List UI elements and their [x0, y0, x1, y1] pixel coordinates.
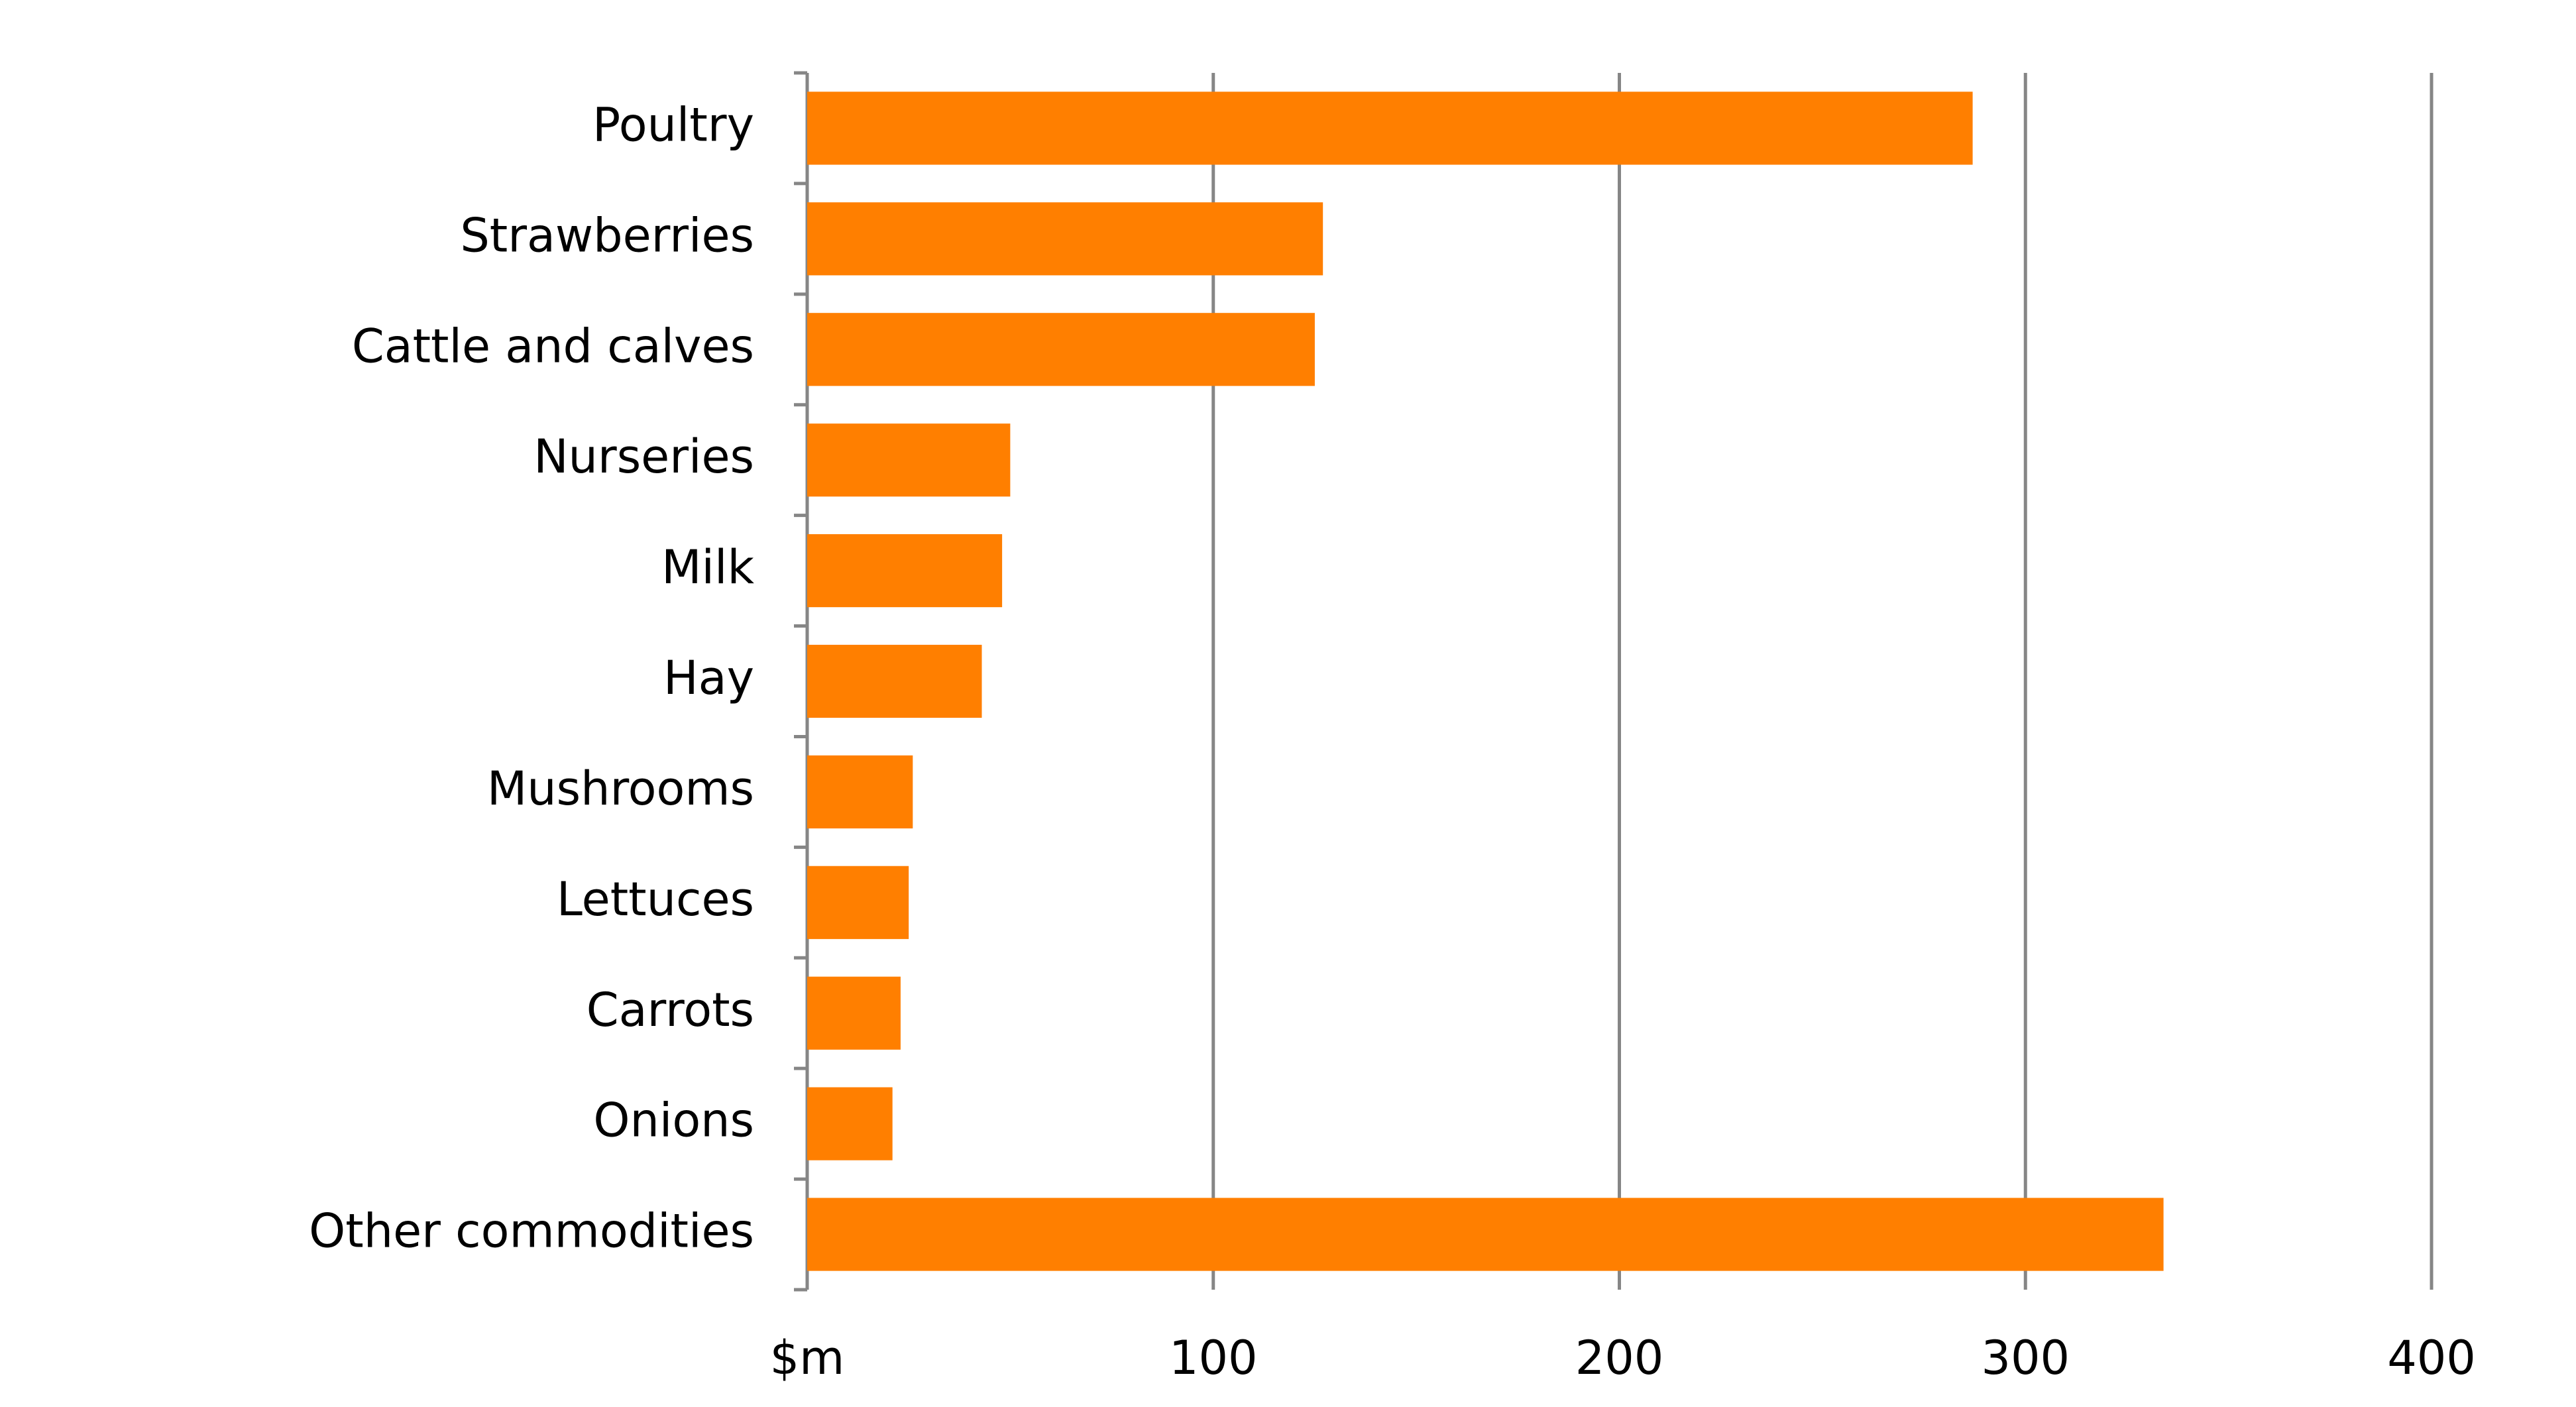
- y-tick-label: Carrots: [587, 983, 754, 1037]
- x-tick-label: 400: [2387, 1331, 2476, 1385]
- bar: [807, 534, 1003, 608]
- x-tick-label: 300: [1981, 1331, 2070, 1385]
- bar: [807, 866, 909, 939]
- x-tick-label: 200: [1575, 1331, 1664, 1385]
- bar: [807, 313, 1315, 386]
- y-tick-label: Mushrooms: [487, 761, 754, 816]
- y-tick-label: Cattle and calves: [352, 319, 754, 373]
- y-tick-label: Nurseries: [533, 429, 754, 484]
- x-tick-label: $m: [770, 1331, 845, 1385]
- bar: [807, 423, 1011, 497]
- bar: [807, 1198, 2164, 1271]
- y-tick-label: Other commodities: [309, 1204, 754, 1259]
- bar: [807, 755, 913, 828]
- y-tick-label: Lettuces: [557, 872, 754, 927]
- bar: [807, 91, 1973, 165]
- y-tick-label: Milk: [661, 540, 754, 594]
- x-tick-label: 100: [1169, 1331, 1258, 1385]
- y-tick-label: Poultry: [592, 97, 754, 152]
- bar: [807, 1087, 893, 1160]
- y-tick-label: Strawberries: [460, 208, 754, 262]
- y-tick-label: Onions: [593, 1094, 754, 1148]
- bar: [807, 644, 982, 718]
- bar: [807, 976, 901, 1050]
- bar: [807, 202, 1323, 276]
- y-tick-label: Hay: [663, 651, 754, 705]
